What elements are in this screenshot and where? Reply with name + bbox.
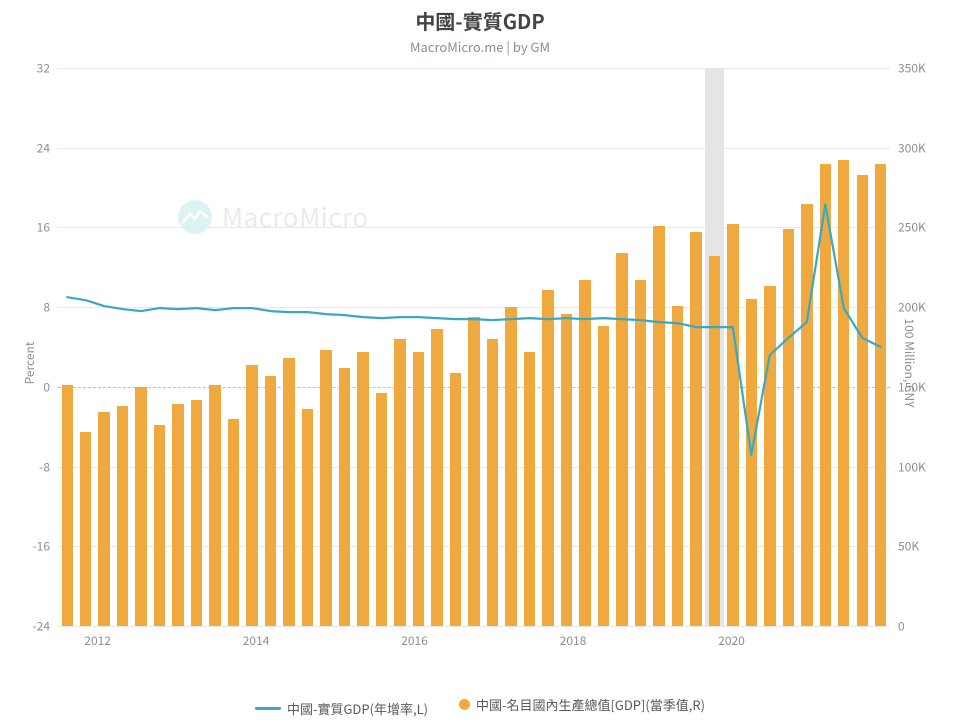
left-axis-label: Percent <box>21 342 38 385</box>
right-tick: 300K <box>890 139 926 156</box>
legend-bar-label: 中國-名目國內生產總值[GDP](當季值,R) <box>476 695 705 714</box>
chart-container: Percent 100 Million, CNY MacroMicro -24-… <box>0 58 960 668</box>
right-tick: 350K <box>890 60 926 77</box>
chart-subtitle: MacroMicro.me | by GM <box>0 37 960 56</box>
legend-bar-swatch <box>459 699 470 710</box>
left-tick: 0 <box>43 378 58 395</box>
chart-title: 中國-實質GDP <box>0 0 960 35</box>
gridline <box>58 626 890 627</box>
left-tick: -8 <box>39 458 58 475</box>
x-tick: 2018 <box>560 626 587 649</box>
left-tick: 24 <box>37 139 58 156</box>
right-tick: 250K <box>890 219 926 236</box>
left-tick: 32 <box>37 60 58 77</box>
legend-line-swatch <box>255 707 281 710</box>
right-tick: 150K <box>890 378 926 395</box>
x-tick: 2020 <box>718 626 745 649</box>
x-tick: 2014 <box>243 626 270 649</box>
left-tick: -24 <box>33 618 58 635</box>
right-tick: 200K <box>890 299 926 316</box>
left-tick: 16 <box>37 219 58 236</box>
x-tick: 2016 <box>401 626 428 649</box>
legend: 中國-實質GDP(年增率,L) 中國-名目國內生產總值[GDP](當季值,R) <box>0 695 960 718</box>
legend-item-bar: 中國-名目國內生產總值[GDP](當季值,R) <box>459 695 705 714</box>
x-tick: 2012 <box>84 626 111 649</box>
legend-line-label: 中國-實質GDP(年增率,L) <box>287 699 428 718</box>
left-tick: 8 <box>43 299 58 316</box>
right-tick: 100K <box>890 458 926 475</box>
line-series <box>58 68 890 626</box>
legend-item-line: 中國-實質GDP(年增率,L) <box>255 699 428 718</box>
left-tick: -16 <box>33 538 58 555</box>
plot-area: MacroMicro -24-16-808162432050K100K150K2… <box>58 68 890 626</box>
right-tick: 0 <box>890 618 905 635</box>
right-tick: 50K <box>890 538 919 555</box>
